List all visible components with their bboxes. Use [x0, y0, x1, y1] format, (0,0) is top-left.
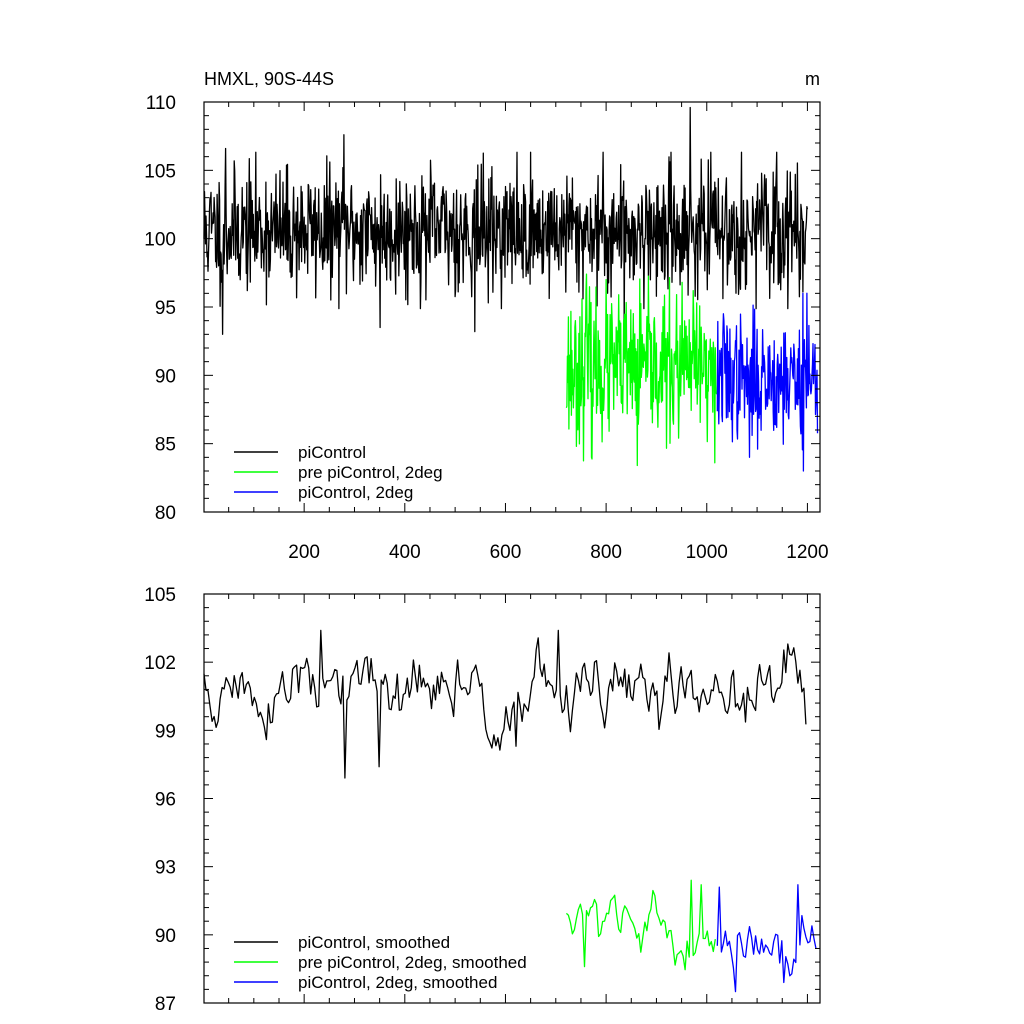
y-tick-label: 95	[155, 298, 176, 319]
x-tick-label: 1000	[686, 542, 728, 563]
y-tick-label: 90	[155, 366, 176, 387]
series-line-0	[203, 106, 809, 335]
y-tick-label: 105	[144, 585, 176, 606]
x-tick-label: 200	[288, 542, 320, 563]
x-tick-label: 800	[590, 542, 622, 563]
y-tick-label: 80	[155, 503, 176, 524]
plot-frame	[203, 101, 821, 513]
y-tick-label: 102	[144, 653, 176, 674]
y-tick-label: 100	[144, 230, 176, 251]
x-tick-label: 600	[490, 542, 522, 563]
x-tick-label: 400	[389, 542, 421, 563]
y-tick-label: 85	[155, 435, 176, 456]
panel-title: HMXL, 90S-44S	[204, 69, 334, 89]
legend-label: pre piControl, 2deg	[298, 463, 443, 482]
plot-frame	[203, 593, 821, 1004]
series-line-2	[716, 292, 819, 472]
x-tick-label: 1200	[786, 542, 828, 563]
legend-label: piControl	[298, 443, 366, 462]
series-line-1	[565, 273, 718, 467]
legend-label: piControl, smoothed	[298, 933, 450, 952]
y-tick-label: 110	[146, 93, 176, 114]
y-tick-label: 90	[155, 926, 176, 947]
y-tick-label: 99	[155, 721, 176, 742]
series-line-1	[565, 879, 716, 971]
legend-label: pre piControl, 2deg, smoothed	[298, 953, 527, 972]
y-tick-label: 96	[155, 790, 176, 811]
y-tick-label: 87	[155, 994, 176, 1015]
series-line-2	[716, 884, 817, 993]
y-tick-label: 105	[144, 161, 176, 182]
legend-label: piControl, 2deg, smoothed	[298, 973, 497, 992]
y-tick-label: 93	[155, 858, 176, 879]
units-label: m	[805, 69, 820, 89]
series-line-0	[203, 629, 807, 779]
top-panel: 80 85 90 95 100 105 110 200 400 600 800 1000 1200 piC…	[144, 93, 828, 563]
legend-label: piControl, 2deg	[298, 483, 413, 502]
